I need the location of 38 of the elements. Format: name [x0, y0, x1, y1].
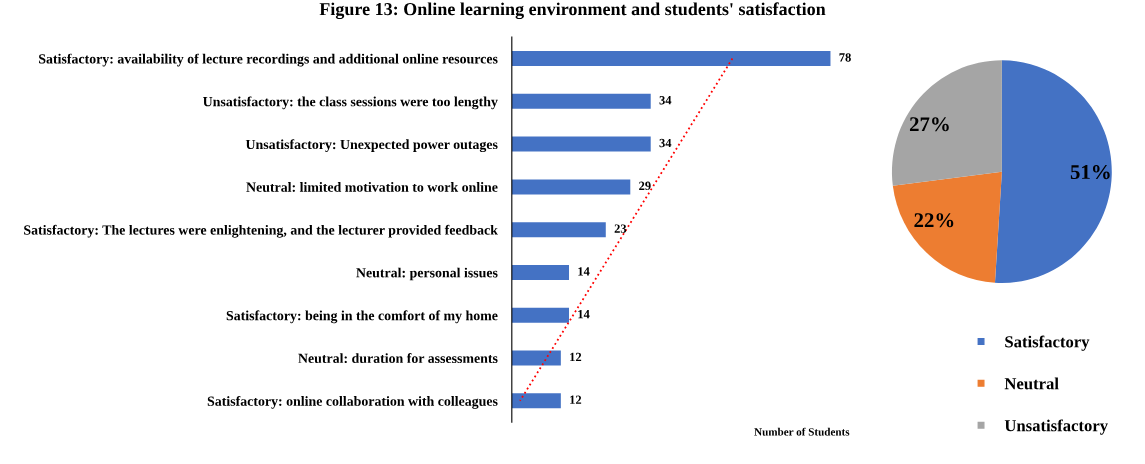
data-label: 51% — [1070, 165, 1110, 180]
y-tick-label: Neutral: limited motivation to work online — [246, 182, 498, 192]
bar — [511, 350, 561, 366]
legend-label: Neutral — [1004, 377, 1059, 390]
y-tick-label: Unsatisfactory: Unexpected power outages — [245, 139, 498, 153]
bar — [511, 136, 651, 152]
bar — [511, 51, 831, 66]
data-label: 27% — [909, 117, 949, 132]
chart-title: Figure 13: Online learning environment and students' satisfaction — [319, 2, 826, 20]
pie-slice — [892, 171, 1002, 283]
data-label: 22% — [914, 213, 954, 228]
bar — [511, 179, 631, 195]
data-label: 14 — [578, 310, 590, 319]
bar — [511, 222, 606, 238]
data-label: 12 — [570, 352, 582, 362]
bar — [511, 307, 570, 323]
data-label: 29 — [639, 181, 651, 191]
data-label: 12 — [570, 395, 582, 404]
y-tick-label: Unsatisfactory: the class sessions were too lengthy — [203, 96, 498, 110]
bar — [511, 393, 561, 409]
x-axis-title: Number of Students — [754, 427, 850, 436]
data-label: 23 — [614, 224, 627, 233]
y-tick-label: Satisfactory: being in the comfort of my home — [226, 310, 498, 324]
pie-slice — [994, 60, 1112, 284]
data-label: 78 — [839, 53, 851, 62]
data-label: 34 — [659, 138, 672, 148]
legend-label: Satisfactory — [1005, 335, 1090, 351]
pie-slice — [891, 60, 1002, 186]
bar — [511, 93, 651, 109]
data-label: 14 — [578, 267, 590, 276]
legend-label: Unsatisfactory — [1004, 419, 1108, 435]
y-tick-label: Satisfactory: The lectures were enlightening, and the lecturer provided feedback — [24, 224, 498, 238]
y-tick-label: Satisfactory: availability of lecture recordings and additional online resources — [39, 53, 498, 67]
bar — [511, 264, 570, 280]
y-tick-label: Satisfactory: online collaboration with colleagues — [207, 395, 498, 409]
y-tick-label: Neutral: duration for assessments — [298, 353, 498, 364]
data-label: 34 — [659, 96, 672, 105]
y-tick-label: Neutral: personal issues — [356, 267, 498, 281]
